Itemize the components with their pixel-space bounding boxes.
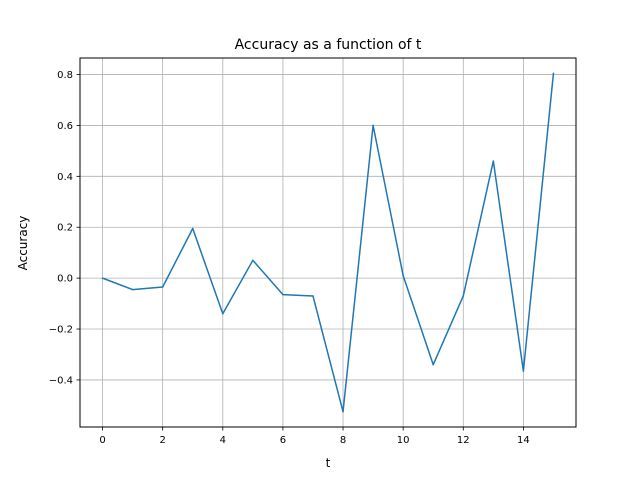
plot-frame: [79, 57, 577, 428]
series-line: [102, 73, 555, 413]
x-tick-label: 2: [159, 435, 165, 446]
data-point: [191, 227, 194, 230]
x-tick-label: 8: [340, 435, 346, 446]
data-point: [222, 313, 224, 315]
y-tick-label: 0.6: [57, 121, 73, 132]
data-point: [492, 160, 495, 162]
y-tick-label: −0.2: [49, 325, 73, 336]
data-point: [432, 363, 434, 366]
data-point: [402, 274, 404, 277]
ticks: 0 2 4 6 8 10 12 14 −0.4 −0.2 0.0 0.2 0.4 0.6 0.8: [49, 70, 530, 446]
data-point: [312, 295, 314, 297]
data-point: [161, 286, 164, 288]
series-layer: [101, 72, 555, 413]
data-point: [282, 293, 284, 296]
data-point: [342, 410, 344, 413]
data-point: [101, 277, 104, 279]
data-point: [372, 124, 374, 127]
x-tick-label: 0: [99, 435, 105, 446]
data-point: [522, 370, 525, 372]
y-tick-label: 0.8: [57, 70, 73, 81]
y-tick-label: 0.4: [57, 172, 73, 183]
chart-title: Accuracy as a function of t: [235, 37, 422, 53]
x-axis-label: t: [326, 456, 331, 470]
data-point: [131, 288, 134, 291]
y-tick-label: −0.4: [49, 375, 73, 386]
data-point: [252, 259, 254, 262]
data-point: [462, 295, 465, 297]
grid: [80, 58, 576, 427]
x-tick-label: 6: [280, 435, 286, 446]
data-point: [552, 72, 555, 75]
x-tick-label: 14: [517, 435, 530, 446]
y-tick-label: 0.2: [57, 223, 73, 234]
y-tick-label: 0.0: [57, 274, 73, 285]
x-tick-label: 12: [457, 435, 470, 446]
y-axis-label: Accuracy: [16, 216, 30, 271]
x-tick-label: 10: [397, 435, 410, 446]
x-tick-label: 4: [220, 435, 226, 446]
